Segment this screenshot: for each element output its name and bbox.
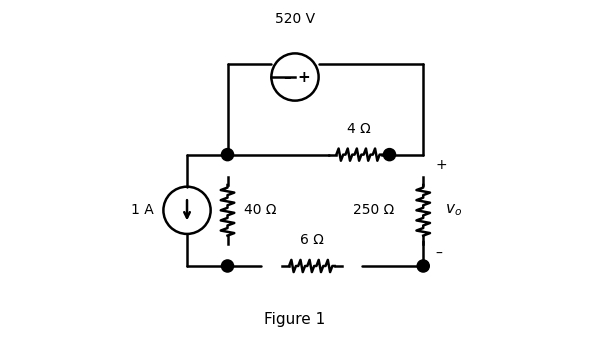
Text: 250 Ω: 250 Ω [353,203,395,217]
Circle shape [221,149,234,161]
Circle shape [417,260,430,272]
Text: Figure 1: Figure 1 [264,312,326,327]
Text: 6 Ω: 6 Ω [300,234,324,247]
Text: –: – [435,247,442,261]
Text: 520 V: 520 V [275,12,315,26]
Text: –: – [283,70,290,84]
Text: 1 A: 1 A [130,203,153,217]
Circle shape [221,260,234,272]
Text: 4 Ω: 4 Ω [348,122,371,136]
Text: $v_o$: $v_o$ [445,202,462,218]
Text: +: + [297,70,310,84]
Text: +: + [435,158,447,172]
Text: 40 Ω: 40 Ω [244,203,277,217]
Circle shape [384,149,395,161]
